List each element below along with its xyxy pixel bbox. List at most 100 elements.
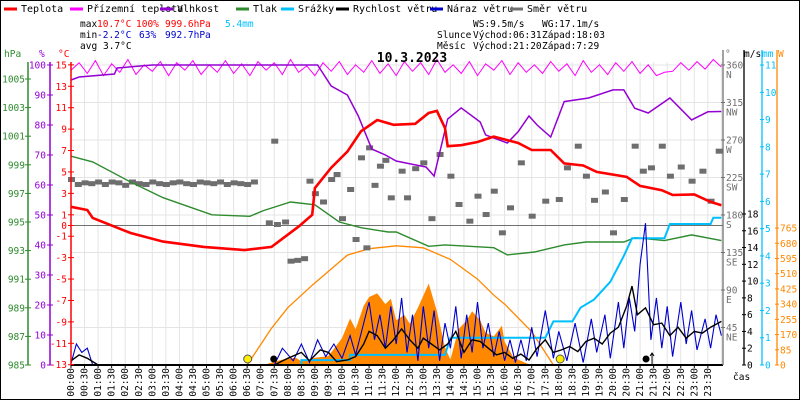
legend-label-0: Teplota bbox=[21, 4, 63, 15]
x-tick-label: 21:30 bbox=[649, 368, 660, 397]
wind-direction-point bbox=[482, 212, 490, 218]
stats-min-humidity: 63% bbox=[139, 30, 156, 41]
x-tick-label: 04:00 bbox=[174, 368, 185, 397]
temperature-tick-label: 9 bbox=[61, 125, 67, 136]
pressure-tick-label: 993 bbox=[8, 246, 25, 257]
moonrise-arrow-icon bbox=[649, 352, 655, 364]
wind-direction-compass-label: SE bbox=[726, 258, 738, 269]
temperature-tick-label: 3 bbox=[61, 189, 67, 200]
wind-speed-tick-label: 12 bbox=[747, 260, 758, 271]
x-tick-label: 03:00 bbox=[147, 368, 158, 397]
temperature-tick-label: -1 bbox=[56, 232, 68, 243]
wind-direction-point bbox=[507, 205, 515, 211]
rain-axis-unit: mm bbox=[762, 49, 774, 60]
wind-direction-point bbox=[466, 218, 474, 224]
rain-tick-label: 10 bbox=[765, 88, 777, 99]
stats-wind-speed-max: WS:9.5m/s bbox=[473, 19, 524, 30]
humidity-tick-label: 70 bbox=[35, 151, 47, 162]
wind-direction-tick-label: 315 bbox=[726, 98, 743, 109]
wind-direction-point bbox=[376, 163, 384, 169]
humidity-tick-label: 60 bbox=[35, 181, 47, 192]
x-tick-label: 08:30 bbox=[296, 368, 307, 397]
wind-direction-point bbox=[95, 179, 103, 185]
x-tick-label: 04:30 bbox=[188, 368, 199, 397]
radiation-tick-label: 170 bbox=[780, 330, 797, 341]
wind-direction-compass-label: SW bbox=[726, 183, 738, 194]
x-tick-label: 17:30 bbox=[540, 368, 551, 397]
plot-area bbox=[68, 58, 723, 366]
wind-speed-tick-label: 18 bbox=[747, 209, 759, 220]
humidity-tick-label: 0 bbox=[40, 361, 46, 372]
x-tick-label: 19:30 bbox=[594, 368, 605, 397]
x-tick-label: 10:00 bbox=[337, 368, 348, 397]
wind-direction-point bbox=[142, 182, 150, 188]
wind-direction-point bbox=[387, 195, 395, 201]
stats-min-pressure: 992.7hPa bbox=[165, 30, 211, 41]
radiation-tick-label: 595 bbox=[780, 254, 797, 265]
rain-tick-label: 6 bbox=[765, 197, 771, 208]
wind-direction-point bbox=[339, 216, 346, 222]
rain-tick-label: 9 bbox=[765, 115, 771, 126]
rain-tick-label: 7 bbox=[765, 170, 771, 181]
temperature-axis-unit: °C bbox=[58, 49, 69, 60]
wind-direction-compass-label: NW bbox=[726, 108, 738, 119]
humidity-axis-unit: % bbox=[39, 49, 45, 60]
wind-speed-tick-label: 16 bbox=[747, 226, 759, 237]
wind-direction-point bbox=[582, 173, 590, 179]
wind-direction-point bbox=[115, 180, 123, 186]
wind-direction-point bbox=[223, 182, 231, 188]
stats-avg-label: avg bbox=[80, 41, 97, 52]
x-tick-label: 17:00 bbox=[527, 368, 538, 397]
axes: hPa985987989991993995997999100110031005%… bbox=[2, 49, 797, 397]
wind-direction-point bbox=[528, 213, 536, 219]
pressure-tick-label: 997 bbox=[8, 189, 25, 200]
wind-direction-point bbox=[371, 182, 379, 188]
moonrise-marker bbox=[642, 355, 650, 363]
wind-direction-point bbox=[101, 182, 109, 188]
wind-direction-compass-label: E bbox=[726, 295, 732, 306]
wind-speed-tick-label: 14 bbox=[747, 243, 759, 254]
temperature-line bbox=[70, 109, 722, 252]
legend-label-5: Rychlost větru bbox=[353, 3, 437, 15]
sun-label: Slunce bbox=[437, 30, 472, 41]
wind-direction-point bbox=[333, 172, 341, 178]
moonrise-time: Východ:21:20 bbox=[473, 41, 542, 52]
humidity-tick-label: 30 bbox=[35, 271, 47, 282]
x-tick-label: 20:30 bbox=[622, 368, 633, 397]
wind-direction-point bbox=[81, 180, 89, 186]
x-tick-label: 15:30 bbox=[486, 368, 497, 397]
x-tick-label: 23:30 bbox=[703, 368, 714, 397]
wind-direction-point bbox=[210, 181, 218, 187]
wind-direction-axis-unit: ° bbox=[725, 49, 731, 60]
x-tick-label: 09:00 bbox=[310, 368, 321, 397]
x-tick-label: 08:00 bbox=[283, 368, 294, 397]
pressure-tick-label: 1003 bbox=[2, 103, 25, 114]
stats-min-label: min bbox=[80, 30, 97, 41]
wind-direction-point bbox=[122, 182, 130, 188]
moonset-time: Západ:7:29 bbox=[542, 41, 599, 52]
humidity-tick-label: 40 bbox=[35, 241, 47, 252]
wind-direction-point bbox=[347, 187, 355, 193]
wind-direction-tick-label: 270 bbox=[726, 136, 743, 147]
stats-block: max 10.7°C 100% 999.6hPa 5.4mm min -2.2°… bbox=[80, 19, 605, 52]
wind-direction-point bbox=[230, 180, 238, 186]
wind-direction-point bbox=[156, 181, 164, 187]
x-tick-label: 12:30 bbox=[405, 368, 416, 397]
stats-min-temp: -2.2°C bbox=[97, 30, 131, 41]
temperature-tick-label: 1 bbox=[61, 210, 67, 221]
temperature-tick-label: -13 bbox=[50, 360, 67, 371]
humidity-tick-label: 90 bbox=[35, 91, 47, 102]
wind-direction-point bbox=[658, 143, 666, 149]
wind-direction-point bbox=[273, 222, 281, 228]
sunrise-marker bbox=[243, 354, 253, 364]
wind-direction-point bbox=[447, 173, 455, 179]
wind-direction-point bbox=[352, 237, 360, 243]
wind-direction-point bbox=[306, 178, 314, 184]
x-tick-label: 22:00 bbox=[662, 368, 673, 397]
temperature-tick-label: -11 bbox=[50, 339, 67, 350]
moonset-marker bbox=[270, 355, 278, 363]
temperature-tick-label: 0 bbox=[61, 221, 67, 232]
wind-direction-point bbox=[128, 179, 136, 185]
x-tick-label: 05:30 bbox=[215, 368, 226, 397]
wind-direction-tick-label: 45 bbox=[726, 323, 737, 334]
